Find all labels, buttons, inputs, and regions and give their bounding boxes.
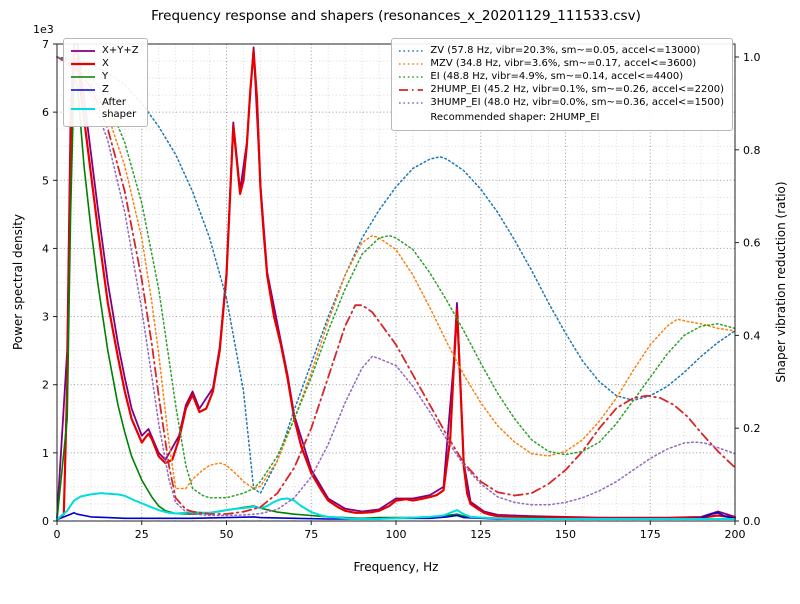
- legend-line-sample: [71, 62, 95, 66]
- legend-entry-sum: X+Y+Z: [70, 45, 139, 57]
- legend-label: X: [102, 58, 109, 70]
- legend-entry-3HUMP_EI: 3HUMP_EI (48.0 Hz, vibr=0.0%, sm~=0.36, …: [398, 97, 724, 109]
- legend-entry-after_shaper: After shaper: [70, 97, 139, 120]
- legend-entry-ZV: ZV (57.8 Hz, vibr=20.3%, sm~=0.05, accel…: [398, 45, 724, 57]
- legend-line-sample: [71, 107, 95, 110]
- y-axis-label-left: Power spectral density: [11, 213, 25, 351]
- legend-line-sample: [71, 76, 95, 78]
- legend-label: EI (48.8 Hz, vibr=4.9%, sm~=0.14, accel<…: [430, 71, 684, 83]
- shaper-curve-MZV: [56, 56, 736, 490]
- y-right-tick-label: 0.0: [743, 515, 761, 528]
- x-tick-label: 200: [725, 528, 746, 541]
- chart-title: Frequency response and shapers (resonanc…: [151, 8, 641, 24]
- legend-label: X+Y+Z: [102, 45, 139, 57]
- y-left-tick-label: 2: [42, 379, 49, 392]
- shaper-legend-entries: ZV (57.8 Hz, vibr=20.3%, sm~=0.05, accel…: [398, 45, 724, 109]
- psd-legend-entries: X+Y+Z X Y Z After shaper: [70, 45, 139, 120]
- x-tick-label: 100: [386, 528, 407, 541]
- psd-curve-after_shaper: [56, 492, 736, 521]
- shaper-curve-ZV: [56, 56, 736, 494]
- x-axis-label: Frequency, Hz: [353, 560, 439, 574]
- psd-legend: X+Y+Z X Y Z After shaper: [63, 38, 148, 127]
- x-tick-label: 150: [555, 528, 576, 541]
- legend-entry-z: Z: [70, 84, 139, 96]
- x-tick-label: 75: [304, 528, 318, 541]
- legend-entry-EI: EI (48.8 Hz, vibr=4.9%, sm~=0.14, accel<…: [398, 71, 724, 83]
- legend-label: 2HUMP_EI (45.2 Hz, vibr=0.1%, sm~=0.26, …: [430, 84, 724, 96]
- legend-entry-MZV: MZV (34.8 Hz, vibr=3.6%, sm~=0.17, accel…: [398, 58, 724, 70]
- legend-line-sample: [399, 76, 424, 78]
- legend-label: MZV (34.8 Hz, vibr=3.6%, sm~=0.17, accel…: [430, 58, 697, 70]
- legend-line-sample: [399, 89, 424, 91]
- shaper-curve-2HUMP_EI: [56, 56, 736, 515]
- y-left-tick-label: 3: [42, 311, 49, 324]
- y-left-tick-label: 7: [42, 38, 49, 51]
- x-tick-label: 50: [220, 528, 234, 541]
- y-left-tick-label: 0: [42, 515, 49, 528]
- legend-line-sample: [399, 102, 424, 104]
- legend-line-sample: [399, 63, 424, 65]
- legend-line-sample: [71, 89, 95, 91]
- shaper-curve-3HUMP_EI: [56, 56, 736, 517]
- legend-entry-x: X: [70, 58, 139, 70]
- y-right-tick-label: 0.4: [743, 329, 761, 342]
- shaper-curve-EI: [56, 56, 736, 499]
- legend-line-sample: [399, 50, 424, 52]
- legend-entry-y: Y: [70, 71, 139, 83]
- legend-label: Z: [102, 84, 109, 96]
- recommended-shaper-note: Recommended shaper: 2HUMP_EI: [430, 112, 600, 123]
- y-right-tick-label: 1.0: [743, 51, 761, 64]
- legend-label: After shaper: [102, 97, 137, 120]
- psd-curve-x: [55, 49, 737, 521]
- shaper-legend: ZV (57.8 Hz, vibr=20.3%, sm~=0.05, accel…: [391, 38, 733, 131]
- y-right-tick-label: 0.6: [743, 237, 761, 250]
- legend-label: Y: [102, 71, 109, 83]
- x-tick-label: 125: [470, 528, 491, 541]
- legend-label: ZV (57.8 Hz, vibr=20.3%, sm~=0.05, accel…: [430, 45, 701, 57]
- y-axis-offset-label: 1e3: [33, 23, 54, 36]
- y-left-tick-label: 6: [42, 106, 49, 119]
- legend-label: 3HUMP_EI (48.0 Hz, vibr=0.0%, sm~=0.36, …: [430, 97, 724, 109]
- y-right-tick-label: 0.8: [743, 144, 761, 157]
- legend-line-sample: [71, 50, 95, 52]
- y-left-tick-label: 4: [42, 242, 49, 255]
- y-right-tick-label: 0.2: [743, 422, 761, 435]
- y-left-tick-label: 1: [42, 447, 49, 460]
- y-left-tick-label: 5: [42, 174, 49, 187]
- x-tick-label: 0: [54, 528, 61, 541]
- x-tick-label: 175: [640, 528, 661, 541]
- y-axis-label-right: Shaper vibration reduction (ratio): [774, 181, 788, 383]
- x-tick-label: 25: [135, 528, 149, 541]
- legend-entry-2HUMP_EI: 2HUMP_EI (45.2 Hz, vibr=0.1%, sm~=0.26, …: [398, 84, 724, 96]
- data-series: [55, 43, 737, 521]
